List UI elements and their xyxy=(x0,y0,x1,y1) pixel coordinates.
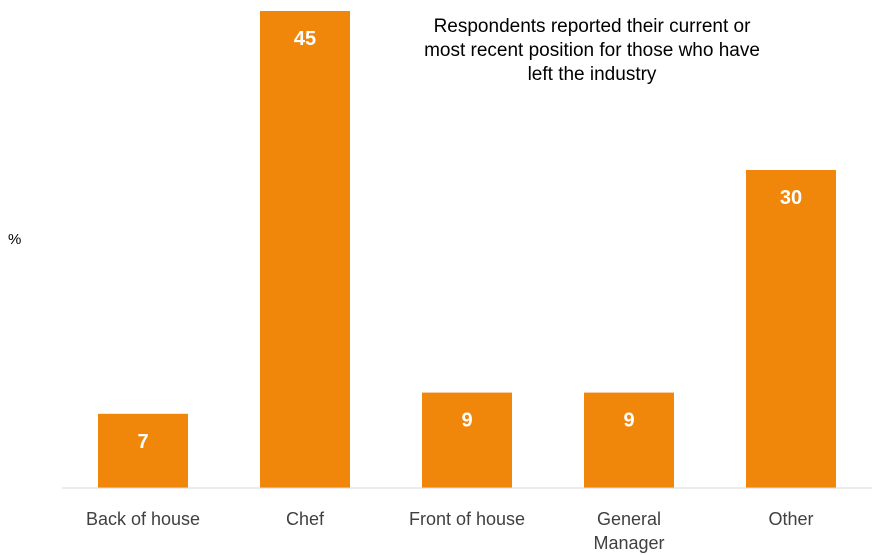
bar-chef xyxy=(260,11,350,488)
x-tick-label: Front of house xyxy=(409,509,525,529)
data-label: 30 xyxy=(780,187,802,209)
bar-general-manager xyxy=(584,392,674,488)
bars-group xyxy=(98,11,836,488)
data-label: 7 xyxy=(137,431,148,453)
x-tick-label: Chef xyxy=(286,509,325,529)
bar-back-of-house xyxy=(98,413,188,488)
data-label: 9 xyxy=(623,410,634,432)
x-tick-label: Back of house xyxy=(86,509,200,529)
bar-front-of-house xyxy=(422,392,512,488)
y-axis-label: % xyxy=(8,231,22,248)
x-tick-label: Other xyxy=(768,509,813,529)
data-label: 9 xyxy=(461,410,472,432)
bar-other xyxy=(746,170,836,488)
x-tick-label: General Manager xyxy=(593,509,664,553)
labels-group: 7 Back of house 45 Chef 9 Front of house 9 Gene… xyxy=(86,28,814,553)
chart-annotation: Respondents reported their current or mo… xyxy=(424,16,760,85)
data-label: 45 xyxy=(294,28,316,50)
